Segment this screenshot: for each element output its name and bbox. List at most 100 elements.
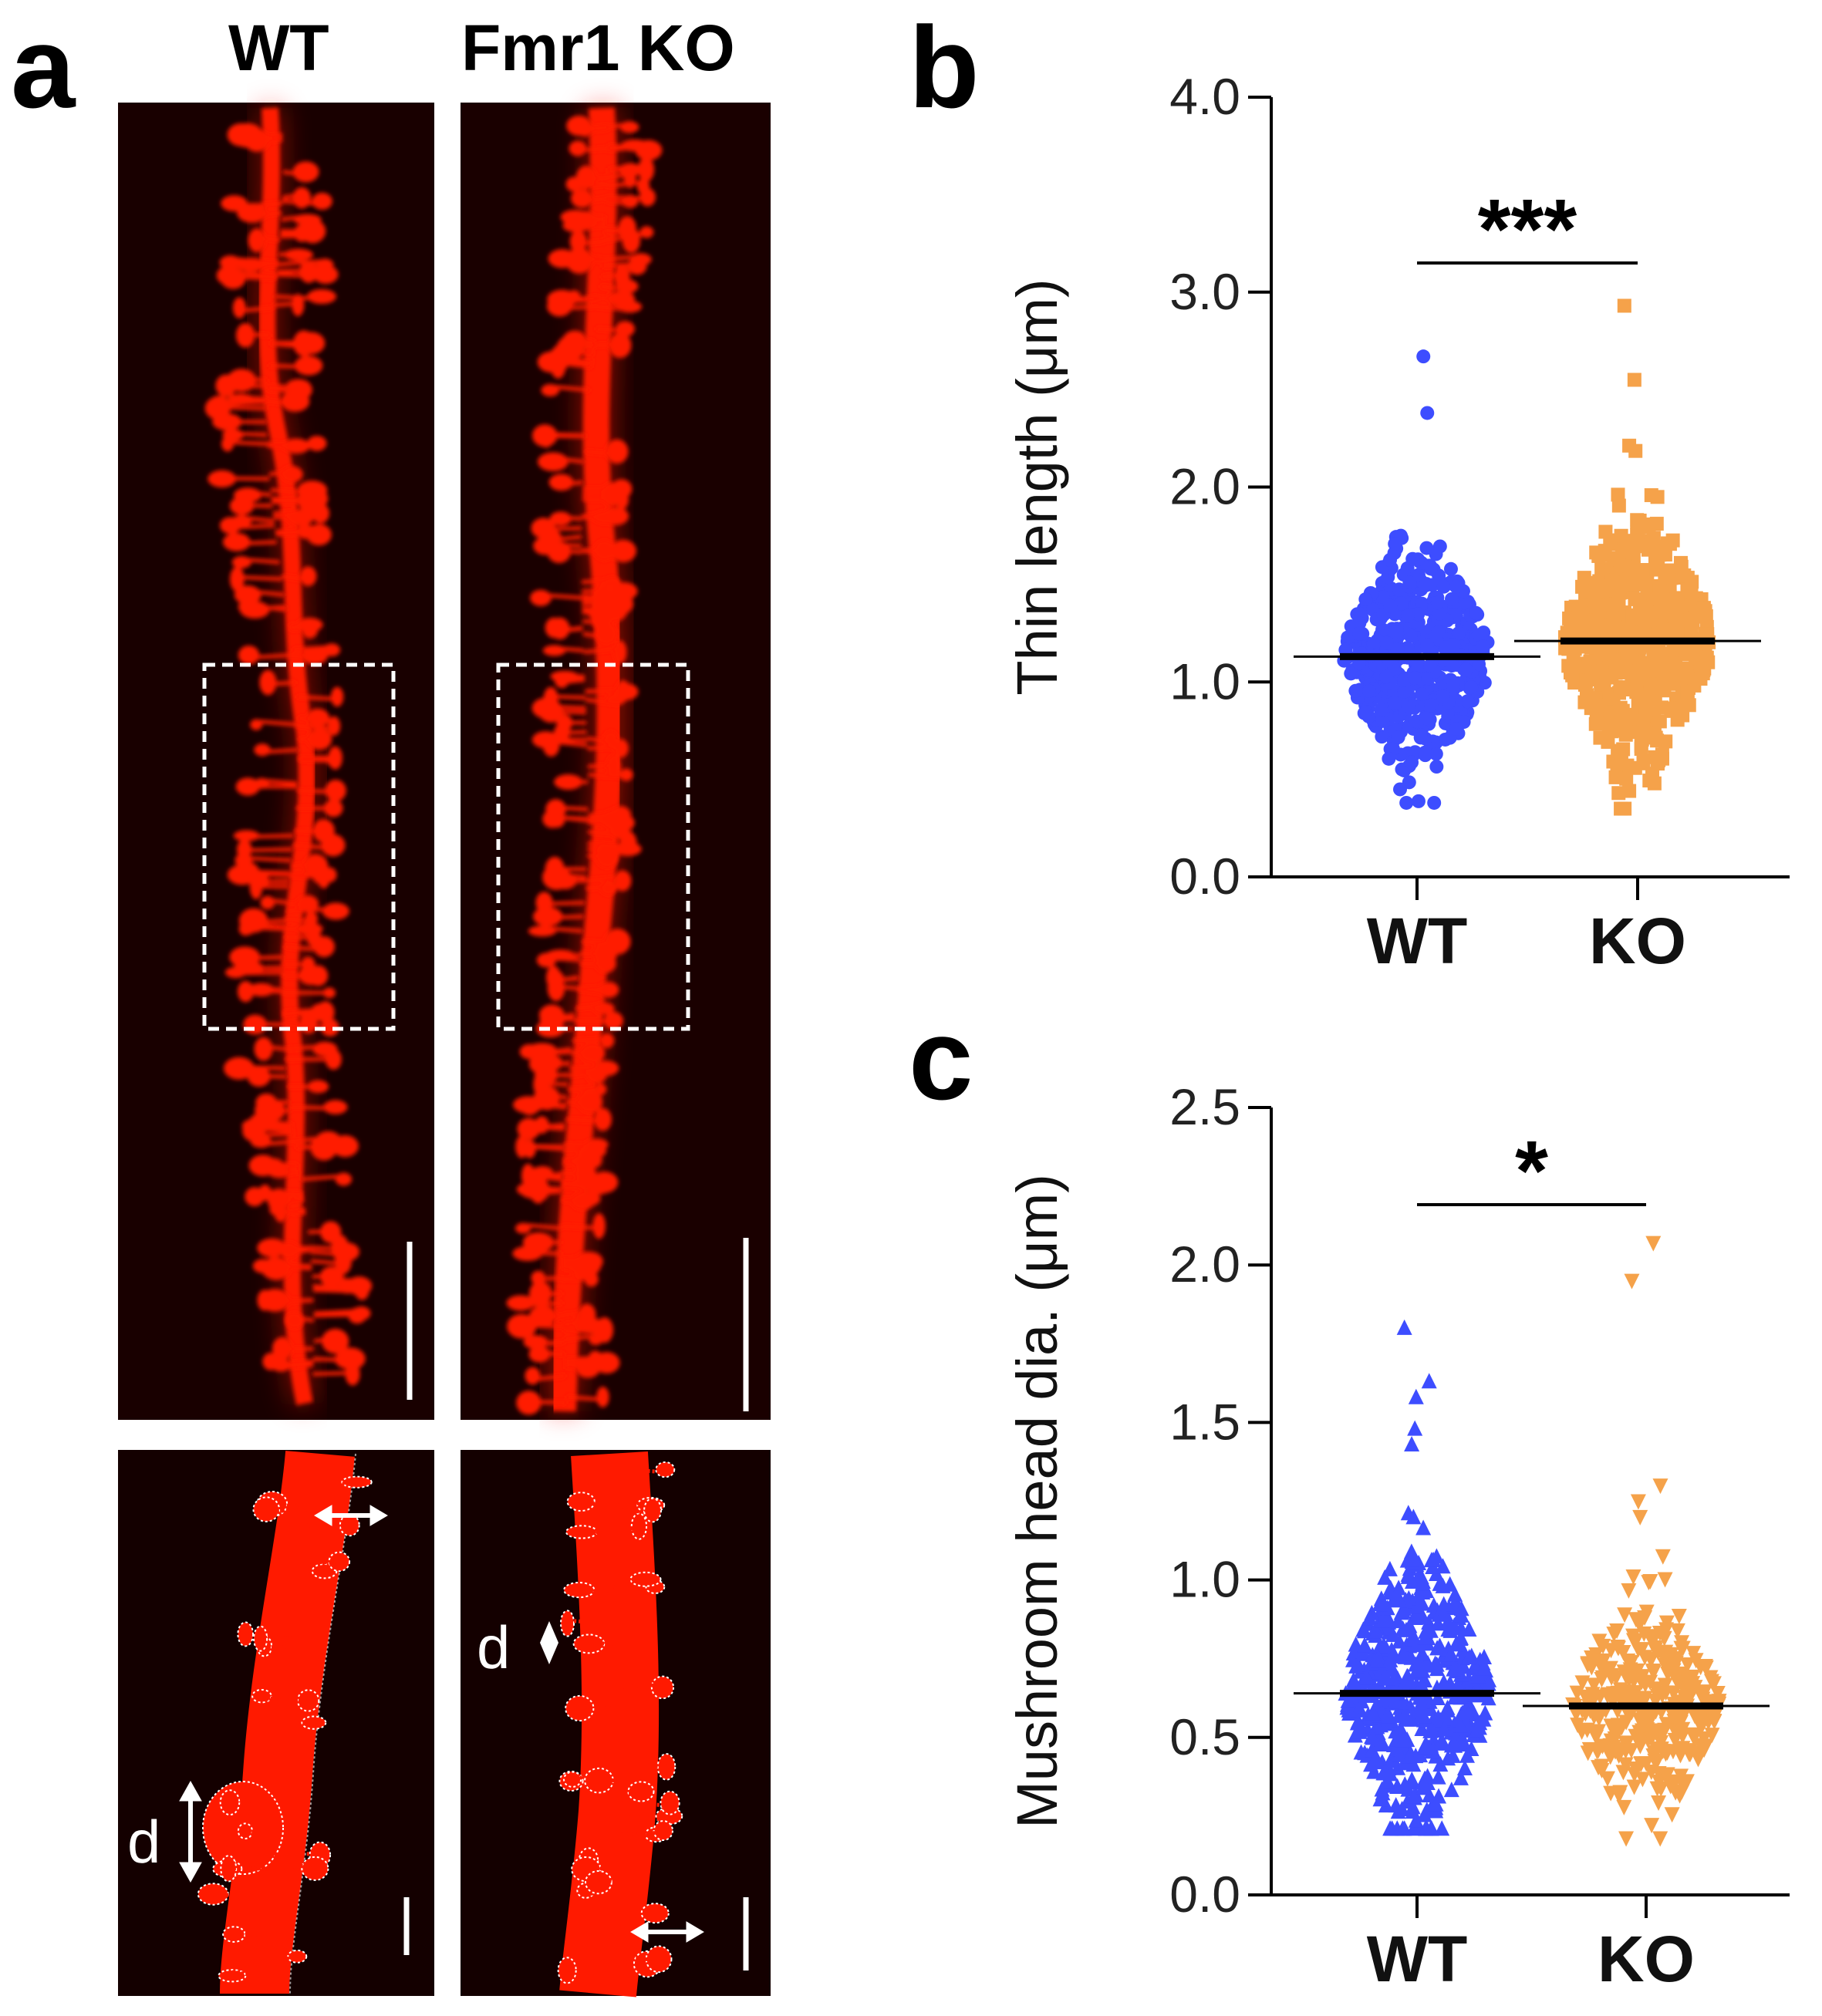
spine [579, 1043, 606, 1064]
data-point [1650, 647, 1665, 662]
spine-neck [272, 1246, 310, 1251]
data-point [1415, 1519, 1432, 1536]
data-point [1434, 1603, 1450, 1620]
spine-neck [261, 986, 283, 992]
spine [545, 966, 561, 989]
microscopy-panel: d d [118, 103, 771, 1997]
spine-neck [286, 1697, 309, 1703]
spine [316, 1001, 335, 1023]
data-point [1664, 703, 1679, 718]
spine [231, 556, 252, 568]
ko-spines [506, 115, 663, 1415]
spine-neck [213, 1892, 266, 1897]
data-point [1430, 1768, 1446, 1785]
thin-length-chart: 0.0 1.0 2.0 3.0 4.0 Thin length (μm) WT KO *** [1005, 68, 1790, 977]
spine-neck [274, 294, 322, 301]
data-point [1631, 1724, 1648, 1741]
spine [571, 189, 593, 208]
spine-neck [614, 1577, 646, 1584]
spine [292, 161, 319, 183]
data-point [1595, 1638, 1611, 1654]
data-point [1435, 1577, 1451, 1593]
data-point [1379, 669, 1394, 684]
data-point [1419, 578, 1433, 593]
y-tick-label: 4.0 [1169, 68, 1240, 125]
data-point [1378, 1670, 1395, 1686]
spine-neck [542, 1047, 572, 1054]
spine-neck [267, 898, 288, 905]
spine-neck [581, 951, 606, 956]
data-point [1453, 1620, 1469, 1636]
spine-neck [619, 1908, 656, 1916]
spine [605, 439, 629, 464]
data-point [1426, 1551, 1442, 1567]
data-point [1415, 687, 1429, 702]
spine [645, 1945, 673, 1974]
wt-roi-box [202, 662, 396, 1031]
data-point [1632, 1509, 1648, 1525]
data-point [1443, 561, 1458, 576]
data-point [1695, 1714, 1712, 1731]
spine [520, 1100, 539, 1116]
data-point [1637, 576, 1652, 591]
spine [604, 928, 631, 955]
data-point [1384, 1752, 1400, 1768]
spine [219, 517, 241, 534]
spine-neck [241, 376, 268, 383]
spine-neck [282, 1007, 326, 1015]
spine [237, 1621, 255, 1647]
spine-neck [260, 878, 290, 884]
spine-neck [313, 1308, 362, 1316]
data-point [1382, 751, 1396, 766]
data-point [1375, 1612, 1391, 1628]
data-point [1417, 1629, 1433, 1645]
data-point [1466, 1677, 1482, 1694]
spine [306, 524, 332, 546]
data-point [1626, 1767, 1642, 1783]
data-point [1402, 575, 1417, 590]
spine-neck [298, 723, 335, 731]
data-point [1427, 795, 1442, 810]
data-point [1383, 598, 1398, 613]
spine-neck [596, 326, 626, 333]
data-point [1662, 537, 1677, 551]
spine-neck [562, 730, 587, 735]
spine-neck [272, 1298, 314, 1303]
data-point [1432, 606, 1446, 621]
data-point [1650, 1741, 1666, 1758]
data-point [1415, 1778, 1432, 1795]
data-point [1348, 1657, 1365, 1674]
spine-neck [579, 257, 602, 263]
y-tick-label: 3.0 [1169, 263, 1240, 320]
data-point [1398, 1621, 1414, 1637]
spine-neck [257, 138, 283, 143]
spine [322, 902, 349, 920]
data-point [1405, 1799, 1421, 1815]
spine-neck [619, 1801, 670, 1808]
data-point [1623, 1743, 1639, 1759]
spine [334, 1248, 352, 1275]
data-point [1423, 659, 1438, 673]
data-point [1365, 1729, 1381, 1745]
spine [606, 291, 636, 307]
spine [534, 1054, 563, 1072]
data-point [1372, 1735, 1388, 1751]
spine-neck [272, 500, 306, 505]
spine-neck [581, 547, 605, 553]
data-point [1581, 1741, 1598, 1758]
data-point [1469, 605, 1483, 620]
spine-neck [301, 1559, 339, 1565]
y-tick-label: 1.0 [1169, 652, 1240, 710]
wt-length-arrow [314, 1505, 388, 1526]
spine-neck [584, 449, 617, 457]
spine-neck [277, 258, 326, 267]
spine-neck [263, 1044, 285, 1051]
spine-neck [542, 1313, 564, 1320]
data-point [1654, 1687, 1670, 1704]
data-point [1658, 1622, 1675, 1638]
data-point [1392, 1746, 1408, 1762]
data-point [1577, 571, 1591, 585]
data-point [1391, 730, 1405, 744]
spine [653, 1820, 673, 1842]
spine [630, 1512, 648, 1540]
